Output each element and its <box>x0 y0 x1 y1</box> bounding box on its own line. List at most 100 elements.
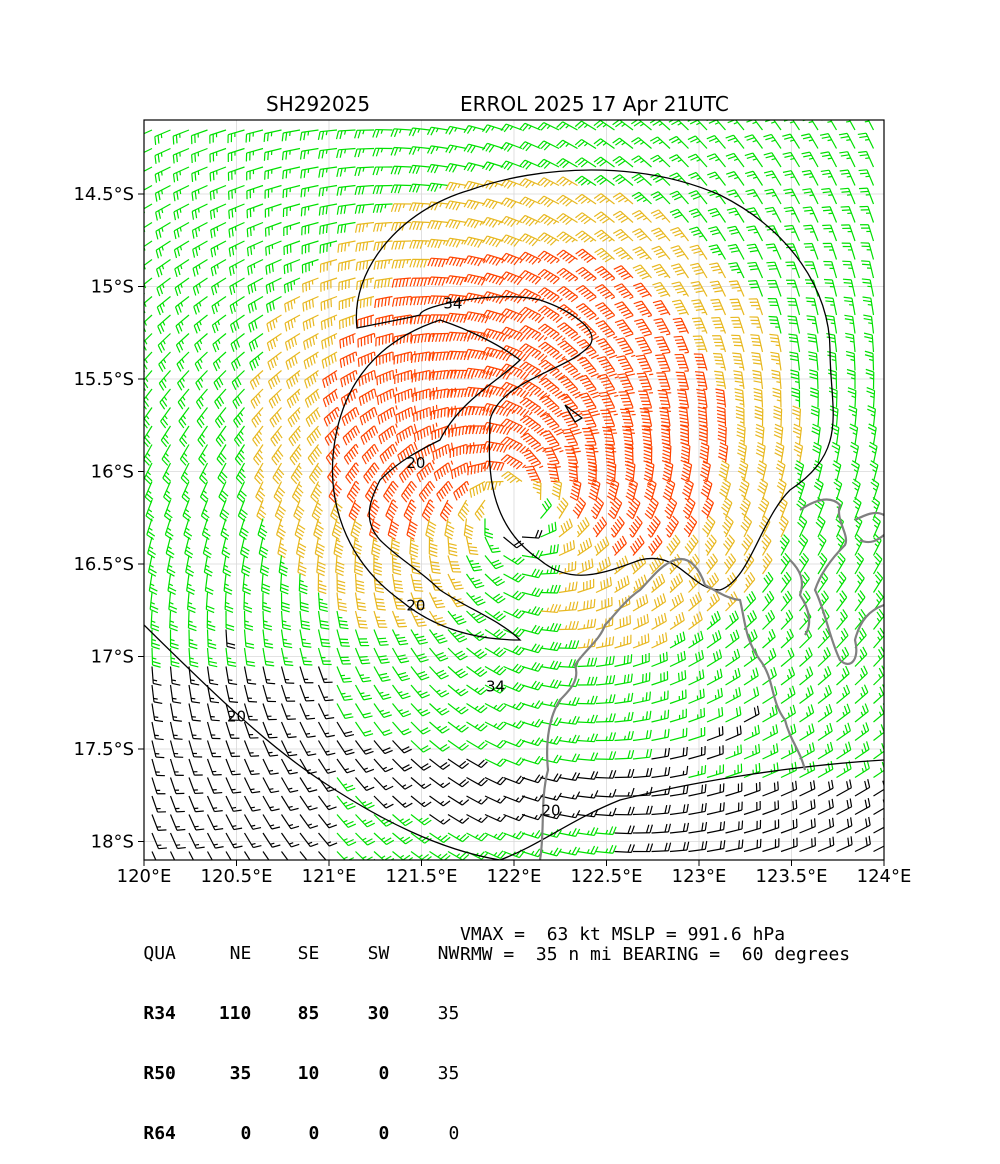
wind-barb-1069 <box>763 591 774 611</box>
wind-barb-570 <box>323 389 337 407</box>
wind-barb-1207 <box>356 685 372 700</box>
wind-barb-267 <box>632 229 651 241</box>
wind-barb-327 <box>266 278 281 294</box>
wind-barb-1345 <box>689 727 705 741</box>
wind-barb-1410 <box>411 778 431 789</box>
wind-barb-559 <box>865 351 874 370</box>
wind-barb-332 <box>357 278 374 290</box>
wind-barb-1521 <box>245 833 262 848</box>
wind-barb-1373 <box>467 759 488 768</box>
wind-barb-879 <box>203 537 211 558</box>
wind-barb-963 <box>280 574 288 594</box>
y-tick-label-6: 17.5°S <box>73 739 134 760</box>
wind-barb-1098 <box>559 621 578 629</box>
wind-barb-1018 <box>559 582 577 593</box>
wind-barb-188 <box>651 192 670 204</box>
wind-barb-1062 <box>633 594 648 611</box>
wind-barb-1380 <box>596 751 616 759</box>
wind-barb-1066 <box>707 592 719 611</box>
wind-barb-834 <box>814 479 823 500</box>
wind-barb-859 <box>573 498 585 519</box>
wind-barb-558 <box>846 351 855 370</box>
wind-barb-1491 <box>430 815 451 825</box>
wind-barb-286 <box>248 260 263 276</box>
wind-barb-634 <box>773 388 781 407</box>
wind-barb-797 <box>833 461 841 482</box>
wind-barb-190 <box>689 191 707 204</box>
wind-barb-1169 <box>393 667 410 681</box>
wind-barb-942 <box>631 536 645 556</box>
wind-barb-998 <box>188 593 196 613</box>
wind-barb-1338 <box>559 735 579 743</box>
wind-barb-1247 <box>356 704 373 718</box>
wind-barb-1395 <box>874 741 888 759</box>
wind-barb-1273 <box>837 685 850 704</box>
wind-barb-90 <box>319 167 337 178</box>
wind-barb-915 <box>873 516 881 537</box>
wind-barb-22 <box>538 123 559 131</box>
wind-barb-1248 <box>374 704 392 718</box>
wind-barb-895 <box>504 537 524 548</box>
wind-barb-1003 <box>282 593 290 612</box>
wind-barb-817 <box>458 500 469 521</box>
wind-barb-612 <box>360 407 377 425</box>
wind-barb-258 <box>464 237 485 247</box>
wind-barb-995 <box>874 553 882 574</box>
wind-barb-979 <box>578 559 593 574</box>
wind-barb-146 <box>613 175 633 186</box>
wind-barb-1536 <box>522 830 543 838</box>
wind-barb-1533 <box>467 833 488 841</box>
wind-barb-197 <box>821 188 836 204</box>
wind-barb-208 <box>284 223 300 236</box>
wind-barb-1205 <box>319 685 334 701</box>
wind-barb-948 <box>742 535 753 556</box>
wind-barb-1543 <box>652 824 671 833</box>
wind-barb-1419 <box>578 771 598 779</box>
wind-barb-1086 <box>337 630 350 647</box>
wind-barb-728 <box>291 463 302 484</box>
wind-barb-251 <box>338 241 356 253</box>
wind-barb-1307 <box>726 706 741 722</box>
wind-barb-540 <box>501 364 529 380</box>
wind-barb-1554 <box>855 817 870 833</box>
wind-barb-448 <box>285 334 300 351</box>
wind-barb-563 <box>196 389 207 409</box>
wind-barb-1341 <box>615 731 634 740</box>
wind-barb-368 <box>285 297 300 313</box>
wind-barb-903 <box>647 516 660 537</box>
wind-barb-189 <box>670 191 689 204</box>
wind-barb-1161 <box>245 667 257 685</box>
wind-barb-479 <box>863 315 873 333</box>
wind-barb-1512 <box>818 799 833 815</box>
wind-barb-357 <box>823 262 836 278</box>
y-tick-label-2: 15.5°S <box>73 369 134 390</box>
wind-barb-1353 <box>837 723 851 741</box>
wind-barb-1046 <box>337 611 349 629</box>
wind-barb-855 <box>464 519 473 539</box>
wind-barb-649 <box>307 426 321 446</box>
wind-barb-943 <box>649 535 662 555</box>
wind-barb-408 <box>285 315 300 331</box>
wind-barb-1527 <box>356 833 375 845</box>
wind-barb-17 <box>446 126 467 134</box>
wind-barb-1482 <box>263 815 280 830</box>
wind-barb-361 <box>157 297 170 315</box>
wind-barb-1386 <box>707 745 723 759</box>
contour-label-1: 20 <box>406 454 425 472</box>
wind-barb-713 <box>755 424 764 444</box>
wind-barb-1344 <box>670 728 687 741</box>
wind-barb-1383 <box>652 748 670 759</box>
wind-barb-1431 <box>800 761 815 777</box>
wind-barb-485 <box>232 352 245 371</box>
wind-barb-1019 <box>578 579 594 593</box>
wind-barb-881 <box>241 537 250 558</box>
wind-barb-43 <box>192 149 208 163</box>
wind-barb-1477 <box>171 815 186 831</box>
wind-barb-760 <box>145 482 153 503</box>
wind-barb-124 <box>210 186 226 201</box>
wind-barb-244 <box>211 241 226 257</box>
wind-barb-343 <box>557 268 578 281</box>
wind-barb-383 <box>557 287 578 302</box>
wind-barb-999 <box>206 593 214 613</box>
